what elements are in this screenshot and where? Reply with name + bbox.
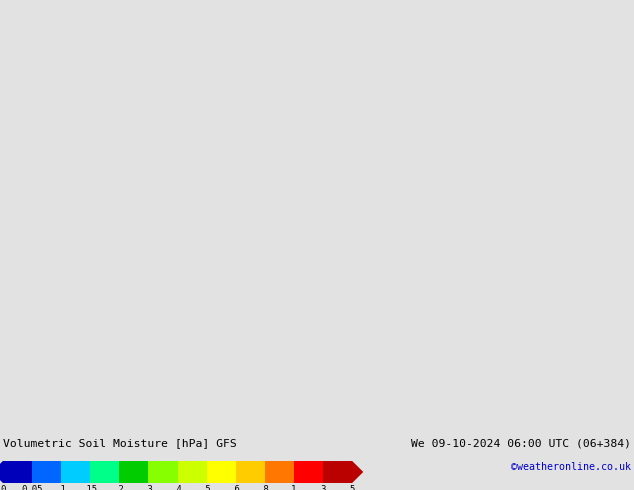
Text: 3: 3 [320, 485, 325, 490]
FancyArrow shape [352, 461, 363, 483]
Bar [236, 461, 265, 483]
Text: .3: .3 [143, 485, 154, 490]
Bar [32, 461, 61, 483]
Bar [91, 461, 119, 483]
Text: ©weatheronline.co.uk: ©weatheronline.co.uk [511, 462, 631, 472]
Text: 0.05: 0.05 [22, 485, 43, 490]
Bar [61, 461, 91, 483]
Bar [265, 461, 294, 483]
Bar [207, 461, 236, 483]
Text: .6: .6 [230, 485, 241, 490]
Bar [294, 461, 323, 483]
Text: .4: .4 [172, 485, 183, 490]
Text: We 09-10-2024 06:00 UTC (06+384): We 09-10-2024 06:00 UTC (06+384) [411, 438, 631, 448]
Bar [3, 461, 32, 483]
FancyArrow shape [0, 461, 3, 483]
Text: 0: 0 [1, 485, 6, 490]
Bar [148, 461, 178, 483]
Text: 5: 5 [349, 485, 354, 490]
Text: .8: .8 [259, 485, 270, 490]
Text: 1: 1 [291, 485, 297, 490]
Bar [119, 461, 148, 483]
Text: .15: .15 [82, 485, 98, 490]
Text: Volumetric Soil Moisture [hPa] GFS: Volumetric Soil Moisture [hPa] GFS [3, 438, 237, 448]
Text: .2: .2 [114, 485, 125, 490]
Bar [323, 461, 352, 483]
Text: .5: .5 [201, 485, 212, 490]
Text: .1: .1 [56, 485, 67, 490]
Bar [178, 461, 207, 483]
